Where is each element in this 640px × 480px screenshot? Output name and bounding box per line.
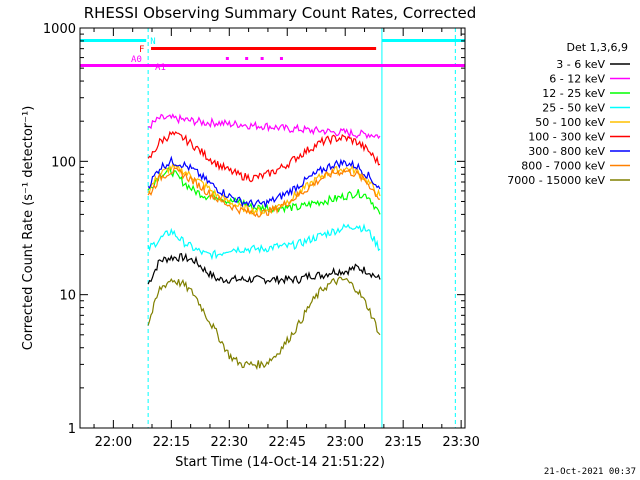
flare-flag-label: F xyxy=(139,45,144,55)
series-line xyxy=(147,162,381,217)
x-axis-label: Start Time (14-Oct-14 21:51:22) xyxy=(175,455,385,470)
y-tick-label: 100 xyxy=(51,155,76,170)
x-tick-label: 22:00 xyxy=(95,435,132,450)
y-tick-label: 10 xyxy=(59,289,76,304)
night-flag-bar xyxy=(80,39,147,42)
series-line xyxy=(147,130,381,183)
series-line xyxy=(147,167,380,218)
night-flag-label: N xyxy=(150,37,155,47)
y-axis-label: Corrected Count Rate (s⁻¹ detector⁻¹) xyxy=(21,106,36,351)
axis-ticks: 1 10 100 1000 22:00 22:15 22:30 22:45 23:00 23:15… xyxy=(43,22,480,450)
saa-flag-dot xyxy=(245,57,249,60)
saa-flag-dot xyxy=(225,57,229,60)
attenuator-label-a0: A0 xyxy=(131,55,142,65)
legend-entry-label: 7000 - 15000 keV xyxy=(507,174,605,187)
attenuator-label-a1: A1 xyxy=(155,63,166,73)
series-line xyxy=(147,252,381,286)
x-tick-label: 23:15 xyxy=(384,435,421,450)
saa-flag-dot xyxy=(260,57,264,60)
series-line xyxy=(147,223,381,261)
flare-flag-bar xyxy=(151,47,377,50)
x-tick-label: 22:45 xyxy=(269,435,306,450)
legend-entry-label: 25 - 50 keV xyxy=(542,102,605,115)
legend-entry-label: 800 - 7000 keV xyxy=(521,160,605,173)
plot-frame xyxy=(79,27,466,429)
series-line xyxy=(147,113,381,140)
legend-entry-label: 12 - 25 keV xyxy=(542,87,605,100)
chart-title: RHESSI Observing Summary Count Rates, Co… xyxy=(84,4,477,22)
series-line xyxy=(147,155,381,209)
x-tick-label: 22:30 xyxy=(211,435,248,450)
x-tick-label: 22:15 xyxy=(153,435,190,450)
legend-entry-label: 6 - 12 keV xyxy=(549,73,605,86)
legend-title: Det 1,3,6,9 xyxy=(566,41,628,54)
legend-entry-label: 50 - 100 keV xyxy=(535,116,605,129)
saa-flag-dot xyxy=(279,57,283,60)
legend-entry-label: 300 - 800 keV xyxy=(528,145,605,158)
night-flag-bar xyxy=(381,39,465,42)
x-tick-label: 23:00 xyxy=(326,435,363,450)
y-tick-label: 1 xyxy=(68,422,76,437)
attenuator-flag-bar xyxy=(80,64,465,67)
y-tick-label: 1000 xyxy=(43,22,76,37)
footer-timestamp: 21-Oct-2021 00:37 xyxy=(544,467,636,477)
legend-entry-label: 3 - 6 keV xyxy=(556,58,605,71)
legend-entry-label: 100 - 300 keV xyxy=(528,131,605,144)
x-tick-label: 23:30 xyxy=(442,435,479,450)
series-line xyxy=(147,276,381,371)
